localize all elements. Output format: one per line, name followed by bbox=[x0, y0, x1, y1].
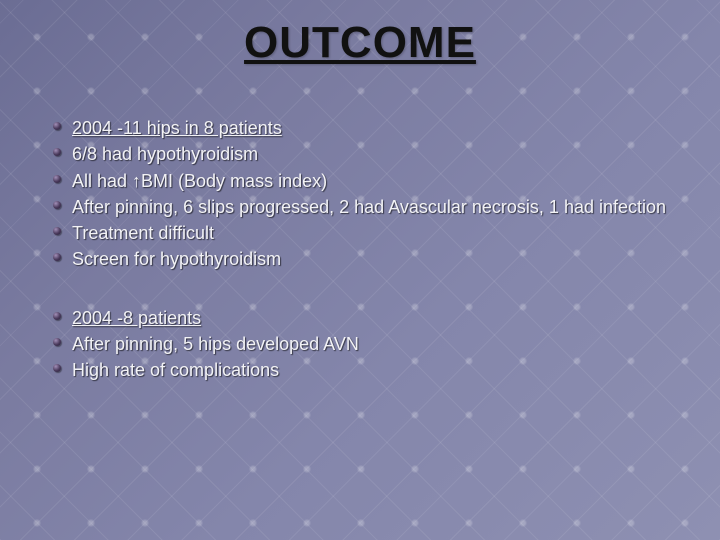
bullet-group-2: 2004 -8 patients After pinning, 5 hips d… bbox=[48, 306, 672, 383]
list-item: 6/8 had hypothyroidism bbox=[48, 142, 672, 166]
bullet-icon bbox=[48, 201, 66, 209]
item-text: Screen for hypothyroidism bbox=[72, 247, 672, 271]
bullet-icon bbox=[48, 148, 66, 156]
item-text: After pinning, 5 hips developed AVN bbox=[72, 332, 672, 356]
item-text: After pinning, 6 slips progressed, 2 had… bbox=[72, 195, 672, 219]
bullet-icon bbox=[48, 364, 66, 372]
bullet-group-1: 2004 -11 hips in 8 patients 6/8 had hypo… bbox=[48, 116, 672, 272]
item-text: Treatment difficult bbox=[72, 221, 672, 245]
slide: OUTCOME 2004 -11 hips in 8 patients 6/8 … bbox=[0, 0, 720, 540]
item-text: 2004 -11 hips in 8 patients bbox=[72, 116, 672, 140]
item-text: 6/8 had hypothyroidism bbox=[72, 142, 672, 166]
item-text: All had ↑BMI (Body mass index) bbox=[72, 169, 672, 193]
bullet-icon bbox=[48, 338, 66, 346]
bullet-icon bbox=[48, 253, 66, 261]
bullet-icon bbox=[48, 227, 66, 235]
list-item: Treatment difficult bbox=[48, 221, 672, 245]
list-item: 2004 -11 hips in 8 patients bbox=[48, 116, 672, 140]
list-item: After pinning, 6 slips progressed, 2 had… bbox=[48, 195, 672, 219]
item-text: 2004 -8 patients bbox=[72, 306, 672, 330]
bullet-icon bbox=[48, 122, 66, 130]
list-item: After pinning, 5 hips developed AVN bbox=[48, 332, 672, 356]
list-item: All had ↑BMI (Body mass index) bbox=[48, 169, 672, 193]
list-item: High rate of complications bbox=[48, 358, 672, 382]
item-text: High rate of complications bbox=[72, 358, 672, 382]
page-title: OUTCOME bbox=[48, 18, 672, 68]
bullet-icon bbox=[48, 175, 66, 183]
list-item: Screen for hypothyroidism bbox=[48, 247, 672, 271]
list-item: 2004 -8 patients bbox=[48, 306, 672, 330]
bullet-icon bbox=[48, 312, 66, 320]
